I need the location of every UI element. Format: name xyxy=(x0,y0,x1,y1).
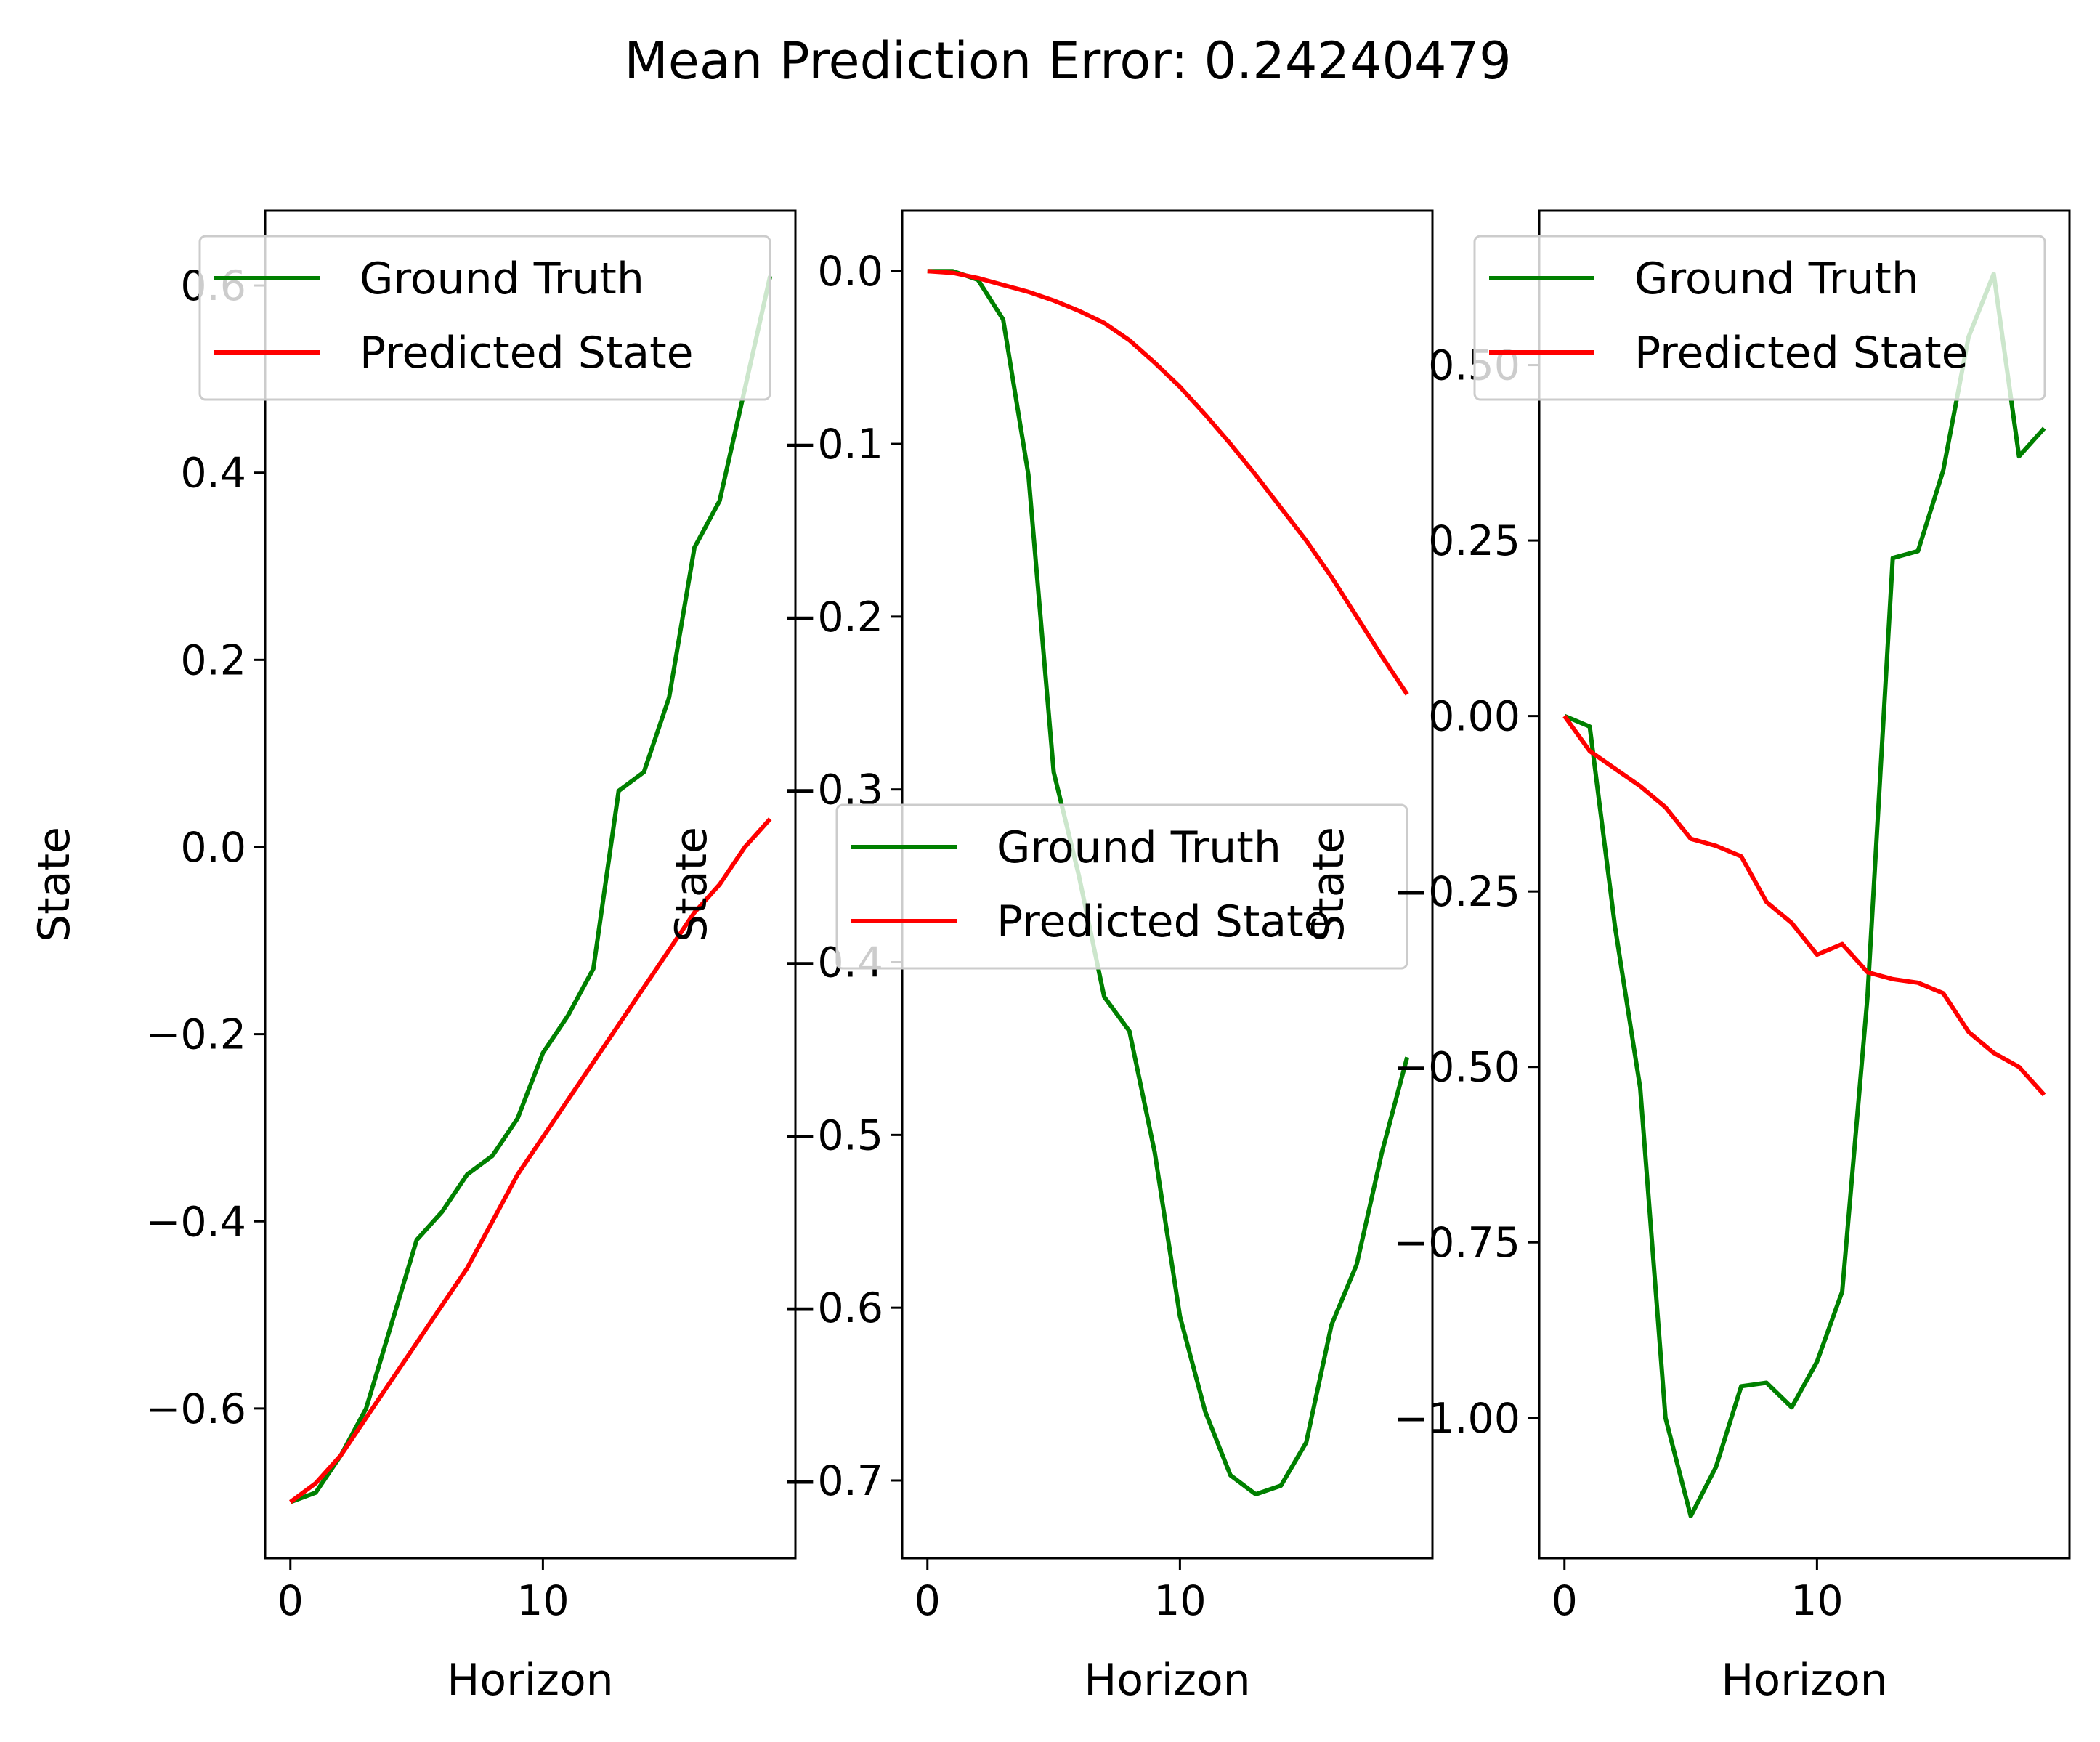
y-tick-label: 0.0 xyxy=(817,248,883,296)
y-tick-label: 0.2 xyxy=(180,636,246,684)
x-axis-label: Horizon xyxy=(447,1655,613,1706)
x-tick-label: 0 xyxy=(915,1577,941,1625)
y-axis-label: State xyxy=(29,827,80,942)
series-ground-truth-line xyxy=(1563,272,2046,1518)
figure-title: Mean Prediction Error: 0.24240479 xyxy=(624,31,1511,91)
x-tick-label: 10 xyxy=(1154,1577,1207,1625)
y-tick-label: 0.25 xyxy=(1428,517,1520,565)
y-tick-label: −1.00 xyxy=(1393,1395,1520,1443)
legend-box xyxy=(1473,235,2046,401)
legend-ground-truth-label: Ground Truth xyxy=(997,822,1281,873)
legend: Ground Truth Predicted State xyxy=(198,235,771,401)
series-predicted-state-line xyxy=(289,817,772,1504)
y-tick-label: −0.2 xyxy=(783,594,883,641)
legend-predicted-state-label: Predicted State xyxy=(1634,328,1969,378)
legend-ground-truth-label: Ground Truth xyxy=(1634,254,1919,304)
y-tick-label: −0.7 xyxy=(783,1457,883,1505)
y-tick-label: −0.4 xyxy=(146,1198,246,1246)
series-predicted-state-line xyxy=(1562,714,2046,1097)
y-tick-label: −0.6 xyxy=(146,1385,246,1433)
x-axis-label: Horizon xyxy=(1084,1655,1250,1706)
subplot-3: 0100.500.250.00−0.25−0.50−0.75−1.00Horiz… xyxy=(1303,209,2071,1706)
y-axis-label: State xyxy=(1303,827,1354,942)
y-tick-label: 0.00 xyxy=(1428,693,1520,741)
subplot-2: 0 100.0−0.1−0.2−0.3−0.4−0.5−0.6−0.7Horizo… xyxy=(666,209,1434,1706)
series-ground-truth-line xyxy=(927,269,1410,1496)
legend-predicted-state-label: Predicted State xyxy=(360,328,694,378)
legend: Ground Truth Predicted State xyxy=(1473,235,2046,401)
legend-predicted-state-label: Predicted State xyxy=(997,896,1331,947)
x-tick-label: 0 xyxy=(277,1577,304,1625)
y-tick-label: 0.0 xyxy=(180,824,246,872)
y-tick-label: −0.25 xyxy=(1393,868,1520,916)
y-tick-label: 0.4 xyxy=(180,450,246,498)
series-predicted-state-line xyxy=(927,269,1409,696)
x-tick-label: 0 xyxy=(1552,1577,1578,1625)
y-axis-label: State xyxy=(666,827,717,942)
series-ground-truth-line xyxy=(289,275,773,1504)
legend-box xyxy=(198,235,771,401)
y-tick-label: −0.5 xyxy=(783,1111,883,1159)
x-axis-label: Horizon xyxy=(1721,1655,1887,1706)
subplot-1: 010−0.6−0.4−0.20.00.20.40.6HorizonStateG… xyxy=(29,209,797,1706)
y-tick-label: −0.75 xyxy=(1393,1219,1520,1267)
x-tick-label: 10 xyxy=(1791,1577,1844,1625)
legend-ground-truth-label: Ground Truth xyxy=(360,254,644,304)
y-tick-label: −0.6 xyxy=(783,1284,883,1332)
axes-frame xyxy=(1538,209,2071,1560)
y-tick-label: −0.50 xyxy=(1393,1044,1520,1092)
legend-box xyxy=(835,803,1408,970)
x-tick-label: 10 xyxy=(516,1577,569,1625)
y-tick-label: −0.2 xyxy=(146,1011,246,1059)
axes-frame xyxy=(264,209,797,1560)
y-tick-label: −0.1 xyxy=(783,421,883,469)
legend: Ground Truth Predicted State xyxy=(835,803,1408,970)
